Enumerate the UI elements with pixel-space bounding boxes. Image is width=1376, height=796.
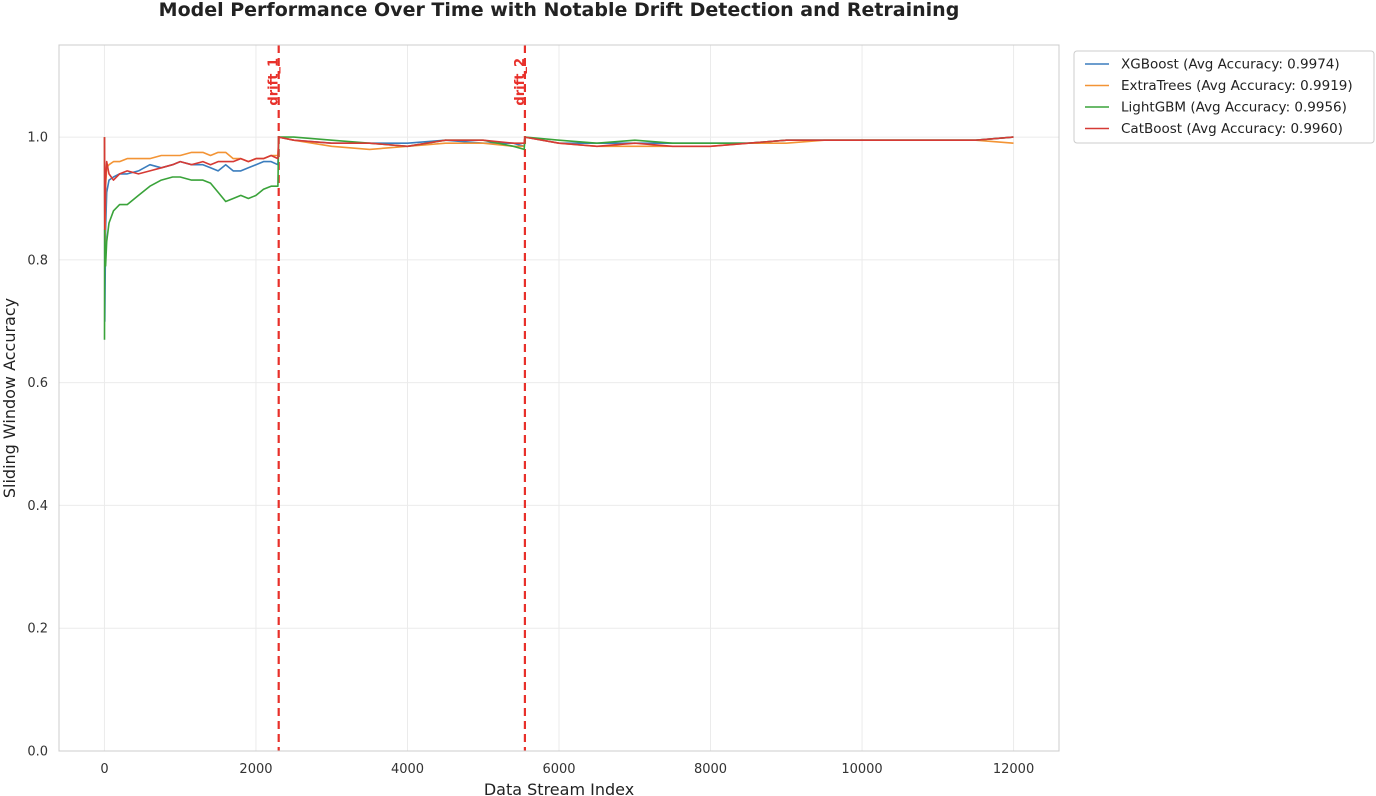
x-axis-label: Data Stream Index [484, 780, 634, 796]
y-tick-label: 0.0 [27, 745, 48, 760]
x-tick-label: 8000 [694, 762, 727, 777]
legend-entry: LightGBM (Avg Accuracy: 0.9956) [1121, 100, 1347, 116]
drift-label: drift_1 [267, 58, 282, 106]
legend: XGBoost (Avg Accuracy: 0.9974) ExtraTrees… [1073, 50, 1375, 144]
legend-frame [1073, 50, 1375, 144]
series-line-catboost [103, 136, 1014, 230]
x-tick-label: 10000 [841, 762, 882, 777]
y-tick-label: 1.0 [27, 131, 48, 146]
grid-lines [59, 45, 1059, 752]
axis-ticks: 0.0 0.2 0.4 0.6 0.8 1.0 0 2000 4000 6000 8000 10000… [27, 131, 1034, 777]
x-tick-label: 4000 [391, 762, 424, 777]
x-tick-label: 12000 [993, 762, 1034, 777]
x-tick-label: 0 [100, 762, 108, 777]
y-tick-label: 0.8 [27, 253, 48, 268]
y-axis-label: Sliding Window Accuracy [0, 298, 19, 498]
y-tick-label: 0.6 [27, 376, 48, 391]
series-line-lightgbm [103, 136, 1014, 340]
y-tick-label: 0.2 [27, 622, 48, 637]
plot-frame [58, 44, 1060, 752]
x-tick-label: 2000 [239, 762, 272, 777]
chart-title: Model Performance Over Time with Notable… [159, 0, 960, 21]
legend-entry: CatBoost (Avg Accuracy: 0.9960) [1121, 121, 1343, 137]
legend-entry: ExtraTrees (Avg Accuracy: 0.9919) [1121, 78, 1353, 94]
series-lines [103, 136, 1014, 340]
drift-label: drift_2 [513, 58, 528, 106]
legend-entry: XGBoost (Avg Accuracy: 0.9974) [1121, 57, 1340, 73]
y-tick-label: 0.4 [27, 499, 48, 514]
x-tick-label: 6000 [542, 762, 575, 777]
